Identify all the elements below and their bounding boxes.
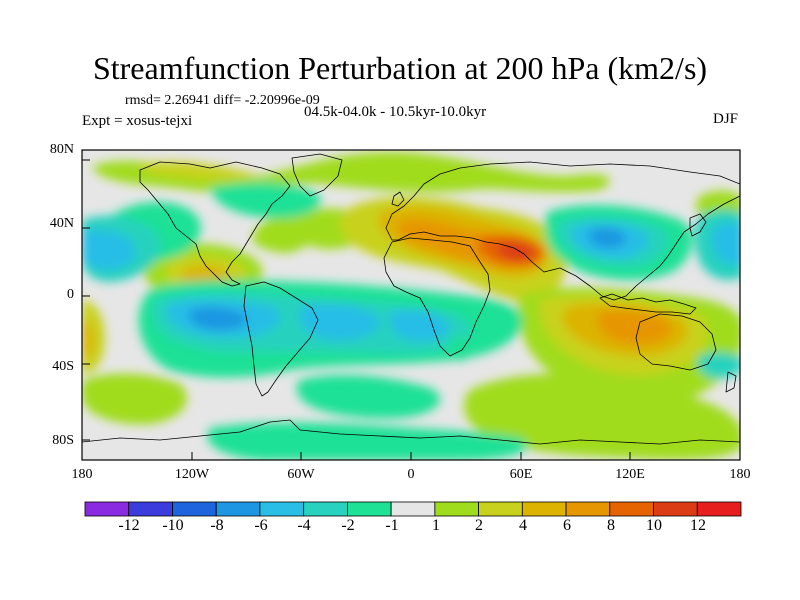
contour-positive-arctic-core (140, 161, 260, 181)
coastline-maritime-continent (599, 293, 697, 315)
contour-negative-madagascar (449, 335, 472, 361)
colorbar-label: 2 (475, 517, 483, 534)
contour-negative-belt-core (189, 307, 247, 330)
colorbar-label: 4 (519, 517, 527, 534)
colorbar-box (565, 501, 611, 517)
coastline-africa (383, 237, 491, 357)
colorbar-box (434, 501, 479, 517)
contour-positive-south-pacific (82, 373, 187, 425)
colorbar-label: -4 (297, 517, 311, 534)
lon-label-120w: 120W (174, 467, 210, 482)
colorbar-label: -1 (385, 517, 399, 534)
colorbar-box (696, 501, 742, 517)
coastline-britain (391, 191, 405, 207)
colorbar-box (390, 501, 436, 517)
contour-positive-arctic-belt (92, 151, 610, 193)
lon-label-60e: 60E (509, 467, 533, 482)
colorbar-label: -10 (162, 517, 184, 534)
colorbar-box (259, 501, 305, 517)
colorbar-box (609, 501, 654, 517)
contour-fields (82, 151, 740, 460)
colorbar (84, 501, 742, 517)
contour-negative-npac-arm (210, 182, 321, 219)
lat-label-40s: 40S (52, 359, 74, 374)
contour-positive-southern-ocean (464, 373, 740, 460)
contour-negative-s-atlantic (296, 374, 440, 419)
coastline-north-america (139, 161, 291, 287)
colorbar-box (346, 501, 392, 517)
contour-negative-central-b (389, 309, 450, 342)
lon-label-180e: 180 (729, 467, 751, 482)
colorbar-label: -6 (254, 517, 268, 534)
coastline-new-zealand (725, 371, 737, 393)
lat-ticks (82, 159, 90, 441)
lon-label-0: 0 (407, 467, 415, 482)
colorbar-label: 10 (646, 517, 662, 534)
lat-label-40n: 40N (49, 216, 74, 231)
colorbar-box (172, 501, 217, 517)
colorbar-box (215, 501, 261, 517)
map-title: Streamfunction Perturbation at 200 hPa (… (92, 50, 708, 86)
contour-positive-west-edge-core (82, 318, 94, 360)
contour-negative-aus-east (697, 352, 740, 379)
lat-label-80s: 80S (52, 433, 74, 448)
colorbar-label: -2 (341, 517, 355, 534)
coastline-greenland (291, 153, 343, 197)
contour-negative-pacific-w-mid (82, 229, 137, 271)
period-label: 04.5k-04.0k - 10.5kyr-10.0kyr (304, 104, 487, 120)
coastline-south-america (243, 281, 319, 397)
season-label: DJF (713, 111, 739, 127)
colorbar-box (128, 501, 173, 517)
contour-negative-central-a (298, 304, 381, 341)
colorbar-label: -8 (210, 517, 224, 534)
colorbar-box (521, 501, 567, 517)
experiment-label: Expt = xosus-tejxi (82, 113, 193, 129)
coastline-japan (689, 213, 707, 237)
coastlines (82, 153, 740, 445)
lon-label-120e: 120E (615, 467, 645, 482)
rmsd-diff-stats: rmsd= 2.26941 diff= -2.20996e-09 (125, 93, 320, 108)
colorbar-box (84, 501, 130, 517)
colorbar-label: 6 (563, 517, 571, 534)
colorbar-box (653, 501, 698, 517)
colorbar-label: 1 (432, 517, 440, 534)
coastline-antarctica (82, 419, 740, 445)
coastline-europe-asia (385, 161, 740, 301)
contour-positive-eurasia-peak (497, 242, 534, 260)
lon-ticks (191, 452, 631, 460)
colorbar-label: -12 (118, 517, 140, 534)
lat-label-80n: 80N (49, 142, 74, 157)
lon-label-180w: 180 (71, 467, 93, 482)
contour-negative-asia-core (588, 228, 627, 248)
colorbar-label: 12 (690, 517, 706, 534)
colorbar-boxes (84, 501, 742, 517)
contour-positive-indian-core (597, 309, 673, 345)
lon-label-60w: 60W (287, 467, 315, 482)
contour-negative-dateline-east-core (711, 222, 740, 265)
lat-label-0: 0 (67, 287, 74, 302)
coastline-australia (635, 313, 717, 371)
colorbar-box (303, 501, 348, 517)
colorbar-label: 8 (607, 517, 615, 534)
colorbar-box (478, 501, 523, 517)
contour-negative-antarctic (207, 422, 528, 460)
